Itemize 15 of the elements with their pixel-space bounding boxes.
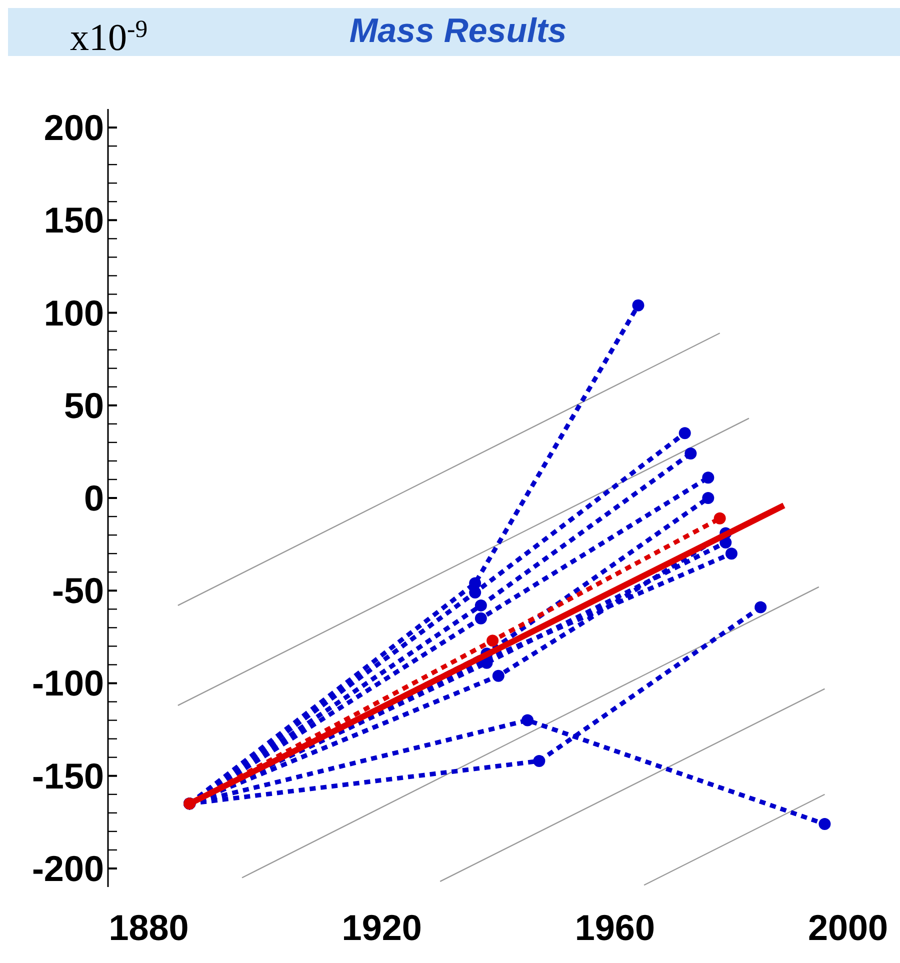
y-tick-label: -100 xyxy=(32,662,104,704)
x-tick-label: 1960 xyxy=(574,907,655,948)
y-tick-label: 150 xyxy=(44,200,104,241)
y-tick-label: -150 xyxy=(32,755,104,796)
x-tick-label: 1880 xyxy=(108,907,189,948)
y-tick-label: 0 xyxy=(84,478,104,518)
y-tick-label: -200 xyxy=(32,848,104,889)
y-tick-label: 200 xyxy=(44,107,104,148)
x-tick-label: 2000 xyxy=(808,907,888,948)
y-tick-label: 50 xyxy=(64,384,104,426)
y-tick-label: 100 xyxy=(44,292,104,334)
chart-title: Mass Results xyxy=(349,12,567,50)
y-axis-title: x10$^{-9}$ xyxy=(70,16,148,59)
y-tick-label: -50 xyxy=(52,570,104,612)
x-tick-label: 1920 xyxy=(342,907,422,948)
